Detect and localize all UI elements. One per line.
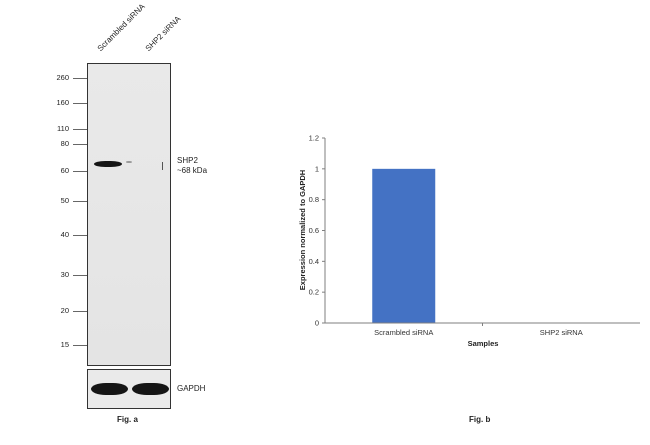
marker-15: 15	[40, 340, 87, 350]
y-tick-label-5: 1	[315, 164, 319, 173]
marker-30: 30	[40, 270, 87, 280]
y-axis: 0 0.2 0.4 0.6 0.8 1 1.2	[309, 134, 326, 328]
gapdh-label: GAPDH	[177, 384, 206, 393]
marker-80: 80	[40, 139, 87, 149]
marker-60: 60	[40, 166, 87, 176]
x-tick-label-0: Scrambled siRNA	[374, 328, 433, 337]
marker-40: 40	[40, 230, 87, 240]
marker-260: 260	[40, 73, 87, 83]
x-tick-label-1: SHP2 siRNA	[540, 328, 583, 337]
marker-160: 160	[40, 98, 87, 108]
y-tick-label-4: 0.8	[309, 195, 319, 204]
marker-110: 110	[40, 124, 87, 134]
x-axis: Scrambled siRNA SHP2 siRNA	[325, 322, 640, 337]
y-tick-label-1: 0.2	[309, 288, 319, 297]
marker-20: 20	[40, 306, 87, 316]
y-tick-label-0: 0	[315, 319, 319, 328]
y-tick-label-6: 1.2	[309, 134, 319, 143]
figure-a-label: Fig. a	[117, 415, 138, 424]
bar-0	[372, 168, 436, 323]
y-tick-label-2: 0.4	[309, 257, 319, 266]
figure-b-label: Fig. b	[469, 415, 491, 424]
shp2-band-faint	[126, 161, 132, 163]
gapdh-band-scrambled	[91, 383, 128, 395]
marker-50: 50	[40, 196, 87, 206]
y-tick-label-3: 0.6	[309, 226, 319, 235]
shp2-band-artifact	[162, 162, 163, 170]
y-axis-label: Expression normalized to GAPDH	[298, 170, 307, 290]
x-axis-label: Samples	[468, 339, 499, 348]
gapdh-membrane	[87, 369, 171, 409]
target-size: ~68 kDa	[177, 166, 208, 175]
target-label: SHP2 ~68 kDa	[177, 156, 207, 176]
blot-membrane	[87, 63, 171, 366]
shp2-band-scrambled	[94, 161, 122, 167]
gapdh-band-shp2	[132, 383, 169, 395]
bars-group	[372, 168, 436, 323]
target-name: SHP2	[177, 156, 198, 165]
